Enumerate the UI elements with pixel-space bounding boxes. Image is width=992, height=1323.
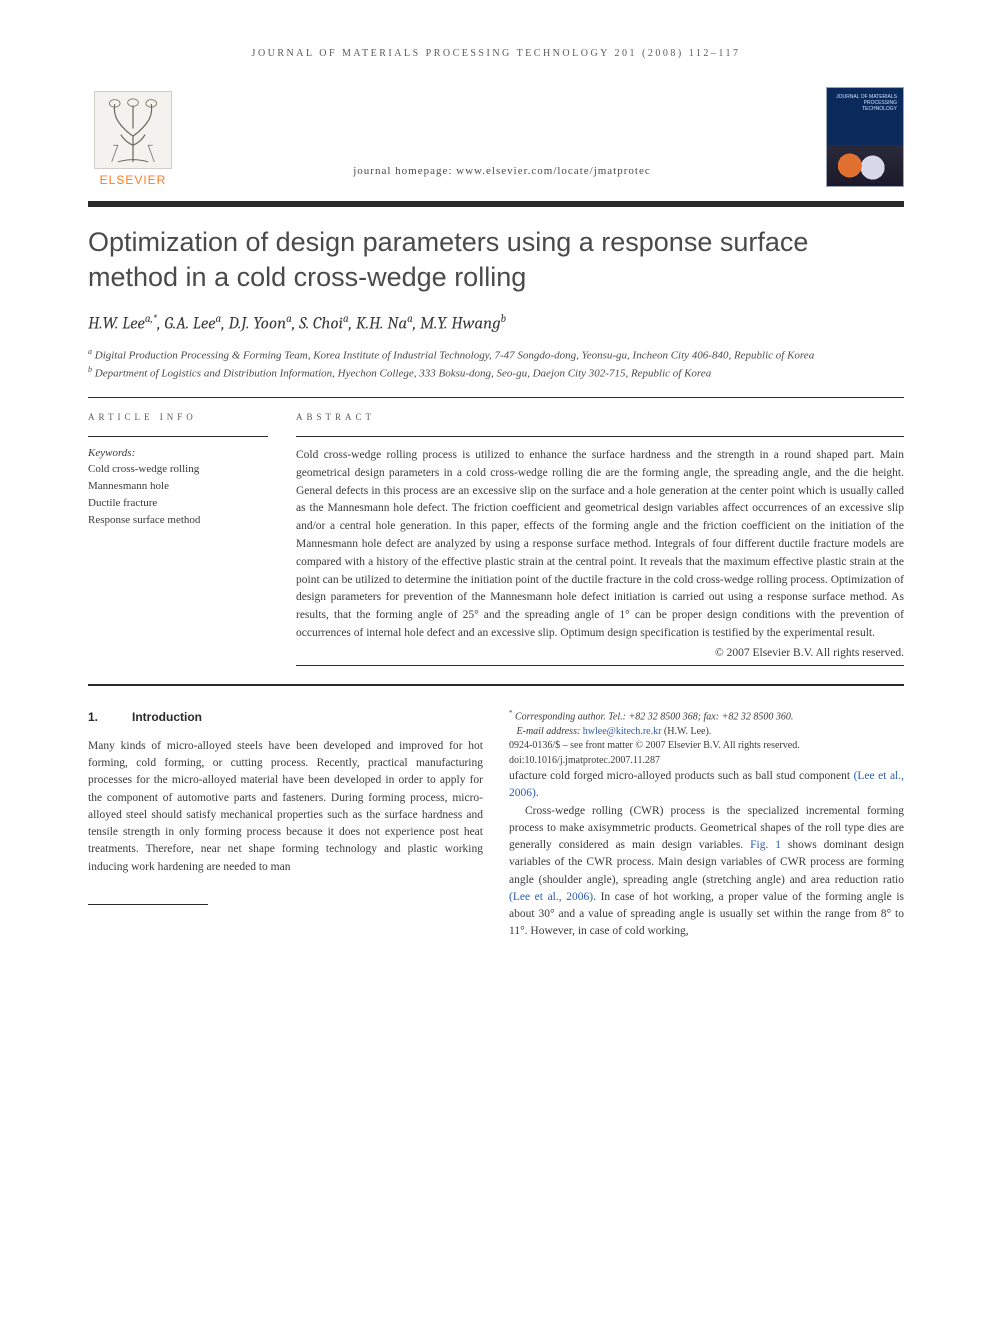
info-abstract-row: ARTICLE INFO Keywords: Cold cross-wedge … (88, 412, 904, 666)
keyword-item: Response surface method (88, 512, 268, 529)
journal-cover-image (827, 145, 903, 186)
publisher-logo: ELSEVIER (88, 91, 178, 187)
article-title: Optimization of design parameters using … (88, 225, 904, 294)
figure-link[interactable]: Fig. 1 (750, 839, 781, 851)
publisher-name: ELSEVIER (100, 173, 167, 187)
section-heading-introduction: 1.Introduction (88, 708, 483, 726)
footnote-rule (88, 904, 208, 905)
doi-line: doi:10.1016/j.jmatprotec.2007.11.287 (509, 754, 904, 769)
abstract-bottom-rule (296, 665, 904, 666)
journal-homepage: journal homepage: www.elsevier.com/locat… (192, 165, 812, 187)
keywords-heading: Keywords: (88, 447, 268, 459)
corresponding-author-note: * Corresponding author. Tel.: +82 32 850… (509, 708, 904, 725)
authors-line: H.W. Leea,*, G.A. Leea, D.J. Yoona, S. C… (88, 312, 904, 334)
journal-cover-thumbnail: JOURNAL OF MATERIALS PROCESSING TECHNOLO… (826, 87, 904, 187)
section-title: Introduction (132, 710, 202, 724)
affiliations: a Digital Production Processing & Formin… (88, 346, 904, 383)
abstract-top-rule (296, 436, 904, 437)
abstract-label: ABSTRACT (296, 412, 904, 422)
email-line: E-mail address: hwlee@kitech.re.kr (H.W.… (509, 725, 904, 740)
journal-cover-title: JOURNAL OF MATERIALS PROCESSING TECHNOLO… (833, 94, 897, 112)
intro-paragraph-1: Many kinds of micro-alloyed steels have … (88, 738, 483, 876)
affiliation-a: a Digital Production Processing & Formin… (88, 346, 904, 365)
article-info-rule (88, 436, 268, 437)
email-link[interactable]: hwlee@kitech.re.kr (583, 726, 662, 737)
intro-paragraph-1-continued: ufacture cold forged micro-alloyed produ… (509, 768, 904, 803)
abstract-text: Cold cross-wedge rolling process is util… (296, 447, 904, 643)
article-info-block: ARTICLE INFO Keywords: Cold cross-wedge … (88, 412, 268, 666)
article-info-label: ARTICLE INFO (88, 412, 268, 422)
citation-link[interactable]: (Lee et al., 2006) (509, 891, 593, 903)
running-header: JOURNAL OF MATERIALS PROCESSING TECHNOLO… (88, 48, 904, 59)
keywords-list: Cold cross-wedge rollingMannesmann holeD… (88, 461, 268, 529)
header-bottom-rule (88, 397, 904, 398)
body-columns: 1.Introduction Many kinds of micro-alloy… (88, 708, 904, 941)
keyword-item: Ductile fracture (88, 495, 268, 512)
abstract-block: ABSTRACT Cold cross-wedge rolling proces… (296, 412, 904, 666)
copyright-line: © 2007 Elsevier B.V. All rights reserved… (296, 647, 904, 659)
affiliation-b: b Department of Logistics and Distributi… (88, 364, 904, 383)
elsevier-tree-icon (94, 91, 172, 169)
footnotes: * Corresponding author. Tel.: +82 32 850… (509, 708, 904, 768)
issn-line: 0924-0136/$ – see front matter © 2007 El… (509, 739, 904, 754)
body-top-rule (88, 684, 904, 686)
intro-paragraph-2: Cross-wedge rolling (CWR) process is the… (509, 803, 904, 941)
keyword-item: Cold cross-wedge rolling (88, 461, 268, 478)
section-number: 1. (88, 708, 132, 726)
title-top-rule (88, 201, 904, 207)
masthead-row: ELSEVIER journal homepage: www.elsevier.… (88, 87, 904, 187)
keyword-item: Mannesmann hole (88, 478, 268, 495)
